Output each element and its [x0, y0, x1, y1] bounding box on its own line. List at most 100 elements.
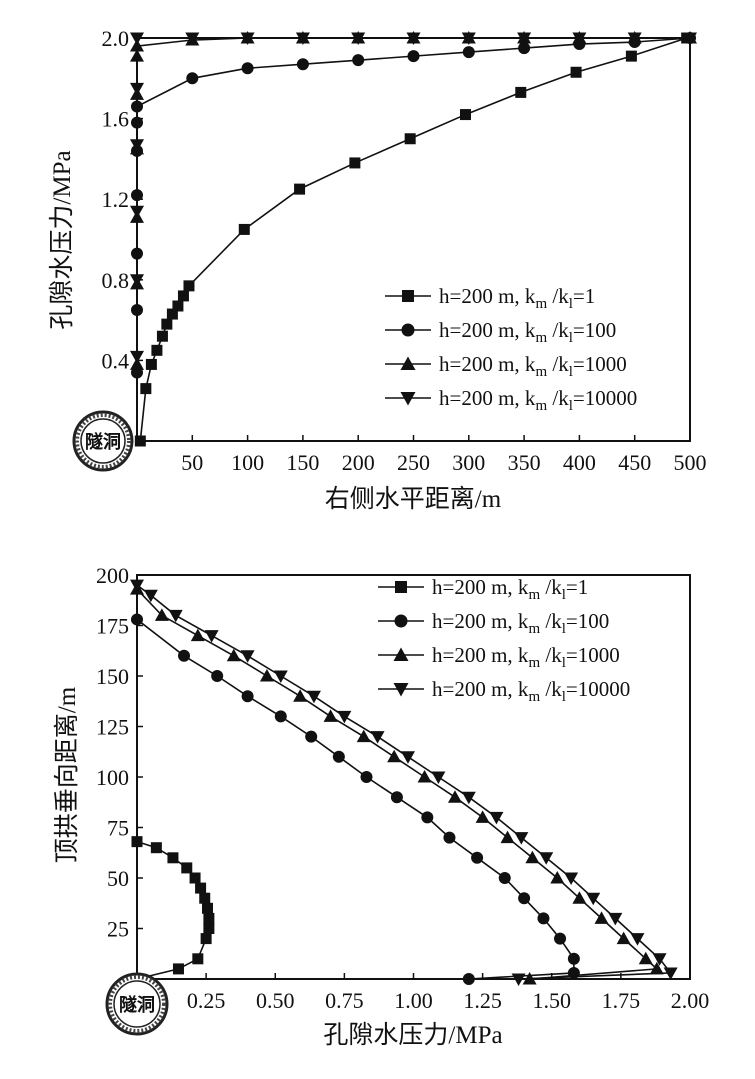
data-point: [295, 32, 310, 45]
legend-label: h=200 m, km /kl=1000: [432, 643, 620, 671]
data-point: [130, 32, 144, 45]
data-point: [515, 86, 527, 98]
data-point: [417, 770, 432, 783]
data-point: [190, 628, 205, 642]
y-tick-label: 0.8: [102, 268, 130, 293]
x-axis-ticks: 50 100 150 200 250 300 350 400 450 500: [181, 435, 707, 475]
legend: h=200 m, km /kl=1 h=200 m, km /kl=100 h=20…: [378, 575, 630, 705]
data-point: [154, 608, 169, 621]
x-tick-label: 2.00: [671, 988, 710, 1013]
legend: h=200 m, km /kl=1 h=200 m, km /kl=100 h=20…: [385, 284, 637, 414]
tunnel-ring-inner: [80, 418, 126, 464]
legend-item: h=200 m, km /kl=1000: [385, 352, 627, 380]
data-point: [202, 902, 214, 914]
data-point: [166, 308, 178, 320]
data-point: [200, 933, 212, 945]
legend-marker: [393, 647, 409, 661]
data-point: [241, 62, 254, 75]
data-point: [616, 931, 631, 945]
series-triangle-down: [130, 579, 678, 986]
data-point: [337, 710, 352, 724]
x-tick-label: 1.75: [602, 988, 641, 1013]
data-point: [151, 344, 163, 356]
data-point: [387, 749, 402, 763]
data-point: [134, 435, 146, 447]
data-point: [130, 139, 144, 152]
legend-label: h=200 m, km /kl=100: [432, 609, 609, 637]
data-point: [131, 613, 143, 626]
legend-marker: [400, 356, 416, 370]
legend-label: h=200 m, km /kl=100: [439, 318, 616, 346]
legend-marker: [400, 392, 416, 406]
x-tick-label: 1.00: [394, 988, 433, 1013]
series-line: [136, 37, 690, 365]
data-point: [498, 872, 511, 884]
x-tick-label: 1.25: [463, 988, 502, 1013]
y-tick-label: 1.2: [102, 187, 130, 212]
legend-item: h=200 m, km /kl=1: [378, 575, 588, 603]
data-point: [273, 670, 288, 683]
legend-marker: [393, 683, 409, 697]
data-point: [554, 932, 567, 945]
data-point: [447, 790, 462, 803]
series-square: [134, 32, 693, 447]
tunnel-ring-hatch: [108, 975, 166, 1033]
x-tick-label: 200: [342, 450, 375, 475]
data-point: [404, 133, 416, 145]
data-point: [161, 318, 173, 330]
legend-item: h=200 m, km /kl=10000: [385, 386, 637, 414]
data-point: [195, 882, 207, 894]
data-point: [203, 912, 215, 924]
data-point: [459, 109, 471, 121]
data-point: [462, 46, 475, 59]
y-tick-label: 2.0: [102, 26, 130, 51]
tunnel-symbol: 隧洞: [105, 972, 169, 1036]
legend-marker: [401, 323, 415, 337]
data-point: [203, 923, 215, 934]
data-point: [537, 912, 550, 925]
data-point: [567, 952, 580, 965]
data-point: [306, 690, 321, 704]
data-point: [172, 963, 184, 975]
data-point: [489, 811, 504, 825]
data-point: [630, 933, 645, 946]
x-axis-title: 孔隙水压力/MPa: [323, 1021, 502, 1049]
y-tick-label: 150: [96, 664, 129, 689]
data-point: [663, 967, 678, 980]
data-point: [627, 32, 642, 45]
data-point: [625, 50, 637, 62]
y-axis-title: 顶拱垂向距离/m: [53, 686, 81, 863]
data-point: [500, 830, 515, 844]
data-point: [168, 609, 183, 623]
data-point: [352, 54, 365, 67]
data-point: [511, 973, 526, 986]
data-point: [177, 290, 189, 302]
y-tick-label: 25: [107, 917, 129, 942]
data-point: [140, 383, 152, 395]
y-tick-label: 0.4: [102, 348, 130, 373]
legend-item: h=200 m, km /kl=1: [385, 284, 595, 312]
y-tick-label: 100: [96, 765, 129, 790]
legend-item: h=200 m, km /kl=1000: [378, 643, 620, 671]
data-point: [143, 589, 158, 603]
x-tick-label: 250: [397, 450, 430, 475]
data-point: [649, 961, 664, 975]
legend-label: h=200 m, km /kl=1: [432, 575, 588, 603]
data-point: [652, 953, 667, 966]
y-tick-label: 1.6: [102, 107, 130, 132]
y-tick-label: 200: [96, 563, 129, 588]
y-tick-label: 75: [107, 816, 129, 841]
data-point: [238, 223, 250, 235]
data-point: [360, 771, 373, 783]
data-point: [240, 32, 255, 45]
data-point: [293, 689, 308, 702]
x-tick-label: 300: [452, 450, 485, 475]
data-point: [130, 82, 144, 96]
series-line: [136, 618, 575, 980]
series-square: [131, 836, 215, 985]
data-point: [186, 72, 199, 85]
data-point: [192, 953, 204, 965]
y-tick-label: 175: [96, 614, 129, 639]
data-point: [150, 842, 162, 854]
x-tick-label: 50: [181, 450, 203, 475]
